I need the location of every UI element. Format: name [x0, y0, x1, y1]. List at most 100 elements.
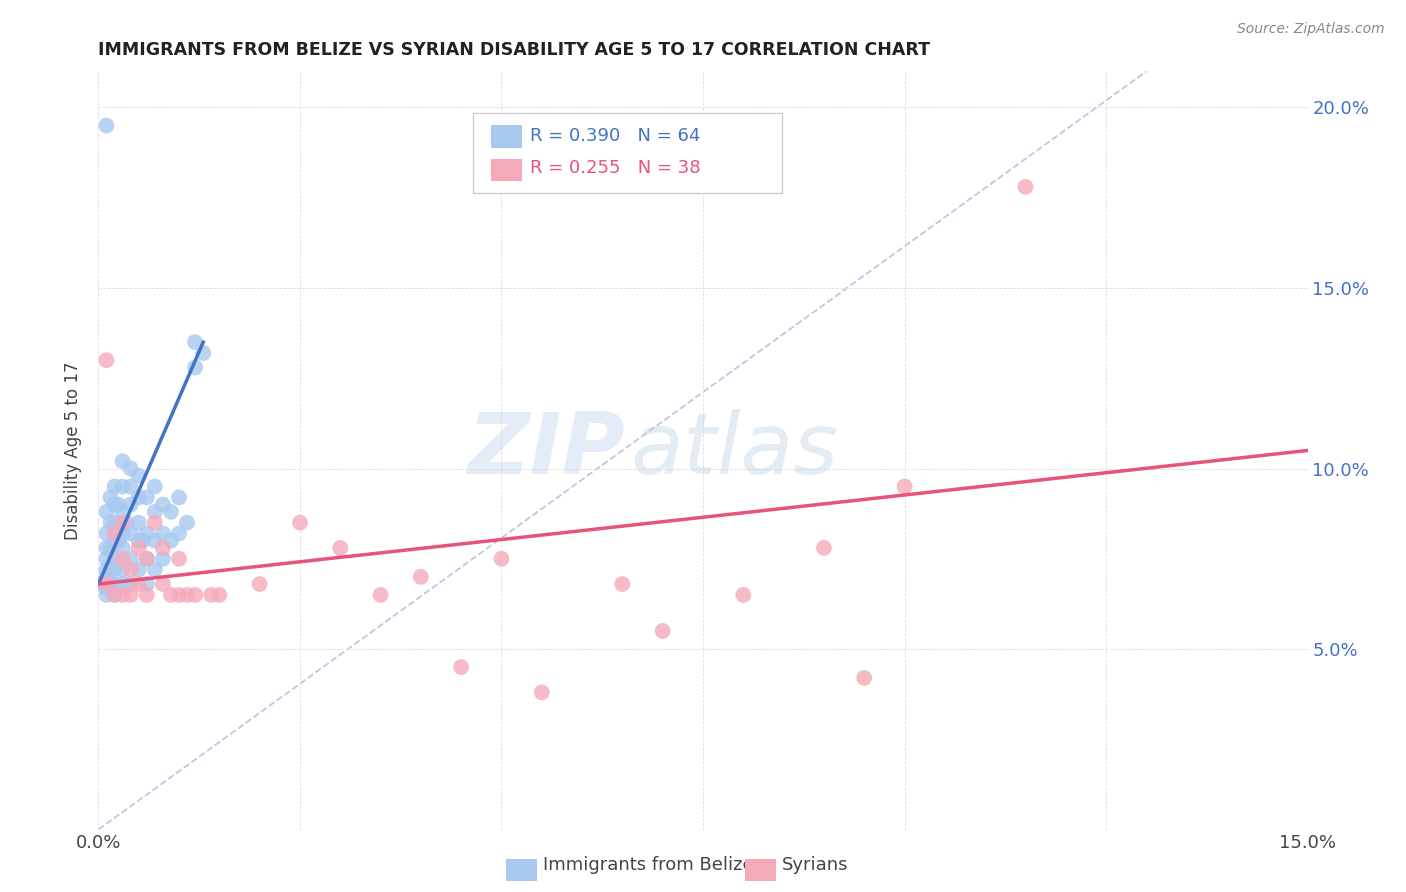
Point — [120, 479, 142, 493]
Point — [135, 577, 157, 591]
Point — [167, 588, 190, 602]
Point — [128, 563, 150, 577]
Point — [103, 498, 125, 512]
Point — [491, 551, 513, 566]
Point — [111, 479, 134, 493]
Point — [96, 581, 118, 595]
Point — [135, 551, 157, 566]
Point — [160, 533, 183, 548]
Text: R = 0.255   N = 38: R = 0.255 N = 38 — [530, 160, 700, 178]
Point — [176, 516, 198, 530]
Point — [120, 551, 142, 566]
Point — [152, 498, 174, 512]
Point — [733, 588, 755, 602]
Point — [135, 491, 157, 505]
Point — [103, 533, 125, 548]
Text: ZIP: ZIP — [467, 409, 624, 492]
Text: IMMIGRANTS FROM BELIZE VS SYRIAN DISABILITY AGE 5 TO 17 CORRELATION CHART: IMMIGRANTS FROM BELIZE VS SYRIAN DISABIL… — [98, 41, 931, 59]
Point — [103, 563, 125, 577]
Point — [152, 526, 174, 541]
Point — [853, 671, 876, 685]
Point — [409, 570, 432, 584]
Point — [100, 541, 122, 555]
Point — [103, 526, 125, 541]
Point — [96, 588, 118, 602]
Point — [160, 588, 183, 602]
Point — [152, 551, 174, 566]
Point — [103, 479, 125, 493]
Point — [111, 588, 134, 602]
Point — [120, 563, 142, 577]
Point — [111, 563, 134, 577]
Point — [193, 346, 215, 360]
Point — [135, 526, 157, 541]
Point — [91, 577, 114, 591]
Point — [103, 551, 125, 566]
Point — [111, 551, 134, 566]
Y-axis label: Disability Age 5 to 17: Disability Age 5 to 17 — [65, 361, 83, 540]
Point — [107, 498, 129, 512]
Point — [530, 685, 553, 699]
Point — [100, 577, 122, 591]
Point — [167, 491, 190, 505]
Text: atlas: atlas — [630, 409, 838, 492]
Point — [120, 588, 142, 602]
Point — [160, 505, 183, 519]
Point — [111, 516, 134, 530]
Point — [96, 505, 118, 519]
Point — [152, 541, 174, 555]
Point — [208, 588, 231, 602]
Point — [128, 491, 150, 505]
Point — [111, 454, 134, 468]
Point — [120, 526, 142, 541]
Point — [100, 516, 122, 530]
Point — [128, 516, 150, 530]
Point — [120, 577, 142, 591]
Point — [143, 479, 166, 493]
Point — [893, 479, 915, 493]
Point — [96, 551, 118, 566]
FancyBboxPatch shape — [474, 113, 782, 193]
Point — [184, 588, 207, 602]
Point — [128, 541, 150, 555]
Point — [143, 533, 166, 548]
Point — [288, 516, 311, 530]
Point — [111, 541, 134, 555]
FancyBboxPatch shape — [492, 125, 522, 148]
Point — [96, 563, 118, 577]
Point — [111, 577, 134, 591]
Point — [167, 526, 190, 541]
Point — [103, 577, 125, 591]
Point — [813, 541, 835, 555]
Point — [132, 533, 155, 548]
Point — [135, 551, 157, 566]
Point — [450, 660, 472, 674]
Text: Syrians: Syrians — [782, 856, 848, 874]
Point — [103, 588, 125, 602]
Point — [176, 588, 198, 602]
Point — [96, 577, 118, 591]
Point — [103, 516, 125, 530]
Point — [96, 570, 118, 584]
Point — [120, 498, 142, 512]
Point — [152, 577, 174, 591]
Point — [111, 526, 134, 541]
Text: Immigrants from Belize: Immigrants from Belize — [543, 856, 754, 874]
Text: R = 0.390   N = 64: R = 0.390 N = 64 — [530, 127, 700, 145]
Point — [103, 588, 125, 602]
Point — [100, 491, 122, 505]
Point — [111, 505, 134, 519]
Point — [120, 461, 142, 475]
Point — [329, 541, 352, 555]
Point — [143, 505, 166, 519]
Point — [135, 588, 157, 602]
Point — [167, 551, 190, 566]
Point — [128, 577, 150, 591]
Point — [96, 526, 118, 541]
Point — [115, 516, 138, 530]
Point — [143, 563, 166, 577]
Point — [249, 577, 271, 591]
Point — [184, 360, 207, 375]
Point — [128, 533, 150, 548]
Point — [128, 468, 150, 483]
